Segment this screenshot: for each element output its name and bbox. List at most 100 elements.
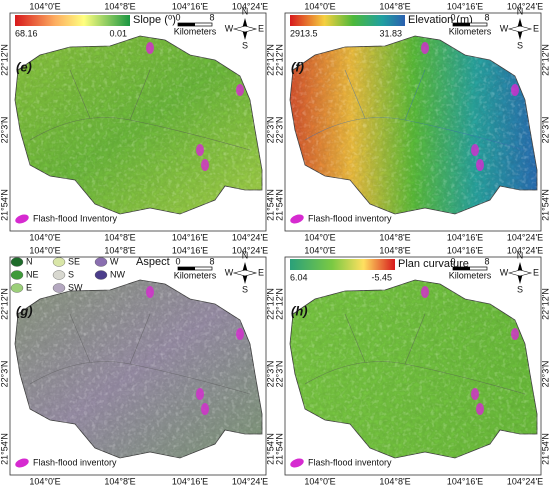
lon-label: 104°8'E bbox=[104, 476, 135, 486]
lon-label: 104°16'E bbox=[447, 232, 483, 242]
panel-label: (h) bbox=[291, 303, 308, 318]
lat-label: 21°54'N bbox=[540, 189, 550, 221]
scale-start: 0 bbox=[175, 12, 180, 22]
lon-label: 104°0'E bbox=[304, 245, 335, 255]
north-arrow bbox=[232, 269, 258, 277]
watershed bbox=[14, 35, 263, 215]
lon-label: 104°24'E bbox=[232, 245, 268, 255]
lon-label: 104°8'E bbox=[379, 245, 410, 255]
aspect-swatch bbox=[94, 270, 108, 280]
lon-label: 104°8'E bbox=[104, 245, 135, 255]
panel-label: (f) bbox=[291, 59, 304, 74]
lon-label: 104°0'E bbox=[29, 245, 60, 255]
north-w: W bbox=[500, 267, 509, 277]
aspect-swatch bbox=[52, 270, 66, 280]
lat-label: 22°3'N bbox=[540, 117, 550, 144]
panel-label: (g) bbox=[16, 303, 33, 318]
lat-label: 22°12'N bbox=[0, 288, 9, 320]
north-e: E bbox=[258, 23, 264, 33]
flood-point bbox=[196, 144, 204, 156]
lat-label: 22°3'N bbox=[274, 117, 284, 144]
lat-label: 22°3'N bbox=[274, 361, 284, 388]
watershed bbox=[289, 279, 538, 459]
flood-point bbox=[196, 388, 204, 400]
scale-start: 0 bbox=[450, 256, 455, 266]
scale-end: 8 bbox=[484, 256, 489, 266]
map-panel: 104°0'E 104°0'E 104°8'E 104°8'E 104°16'E 104°… bbox=[0, 1, 275, 242]
flood-point bbox=[476, 159, 484, 171]
map-panel: 104°0'E 104°0'E 104°8'E 104°8'E 104°16'E 104°… bbox=[0, 245, 275, 486]
scale-bar-fill bbox=[178, 23, 195, 26]
aspect-class: N bbox=[26, 256, 33, 266]
lat-label: 21°54'N bbox=[0, 433, 9, 465]
lat-label: 22°12'N bbox=[265, 288, 275, 320]
watershed bbox=[289, 35, 538, 215]
aspect-swatch bbox=[52, 257, 66, 267]
north-arrow bbox=[507, 269, 533, 277]
north-w: W bbox=[225, 267, 234, 277]
lat-label: 21°54'N bbox=[265, 433, 275, 465]
flood-point bbox=[511, 328, 519, 340]
lat-label: 22°3'N bbox=[0, 361, 9, 388]
north-s: S bbox=[242, 284, 248, 294]
legend-min: 31.83 bbox=[379, 28, 402, 38]
flood-point bbox=[146, 42, 154, 54]
color-bar bbox=[15, 15, 130, 26]
lon-label: 104°16'E bbox=[447, 476, 483, 486]
lon-label: 104°0'E bbox=[29, 232, 60, 242]
lon-label: 104°24'E bbox=[507, 245, 543, 255]
inventory-label: Flash-flood inventory bbox=[33, 457, 117, 467]
north-s: S bbox=[517, 40, 523, 50]
north-n: N bbox=[517, 6, 524, 16]
lat-label: 21°54'N bbox=[274, 189, 284, 221]
lon-label: 104°24'E bbox=[507, 232, 543, 242]
lat-label: 22°12'N bbox=[540, 44, 550, 76]
panel-label: (e) bbox=[16, 59, 32, 74]
lon-label: 104°0'E bbox=[304, 232, 335, 242]
scale-unit: Kilometers bbox=[174, 26, 217, 36]
scale-unit: Kilometers bbox=[449, 26, 492, 36]
aspect-class: W bbox=[110, 256, 119, 266]
stream-network bbox=[29, 313, 251, 395]
lon-label: 104°8'E bbox=[104, 1, 135, 11]
legend-max: 68.16 bbox=[15, 28, 38, 38]
lat-label: 21°54'N bbox=[540, 433, 550, 465]
north-e: E bbox=[258, 267, 264, 277]
lon-label: 104°24'E bbox=[507, 476, 543, 486]
lat-label: 22°3'N bbox=[0, 117, 9, 144]
legend-max: 6.04 bbox=[290, 272, 308, 282]
north-n: N bbox=[242, 6, 249, 16]
aspect-swatch bbox=[10, 257, 24, 267]
scale-bar-fill bbox=[453, 23, 470, 26]
flood-point bbox=[421, 42, 429, 54]
stream-network bbox=[29, 69, 251, 151]
lon-label: 104°0'E bbox=[304, 476, 335, 486]
north-n: N bbox=[242, 250, 249, 260]
scale-start: 0 bbox=[175, 256, 180, 266]
inventory-symbol bbox=[290, 458, 304, 468]
legend-title: Aspect bbox=[136, 256, 170, 268]
north-arrow bbox=[507, 25, 533, 33]
stream-network bbox=[304, 313, 526, 395]
flood-point bbox=[146, 286, 154, 298]
color-bar bbox=[290, 15, 405, 26]
aspect-class: NW bbox=[110, 269, 125, 279]
lat-label: 22°3'N bbox=[265, 117, 275, 144]
aspect-class: NE bbox=[26, 269, 39, 279]
lon-label: 104°8'E bbox=[379, 1, 410, 11]
lat-label: 22°12'N bbox=[0, 44, 9, 76]
lat-label: 21°54'N bbox=[265, 189, 275, 221]
scale-unit: Kilometers bbox=[449, 270, 492, 280]
lat-label: 22°12'N bbox=[265, 44, 275, 76]
flood-point bbox=[421, 286, 429, 298]
lat-label: 22°12'N bbox=[540, 288, 550, 320]
lon-label: 104°8'E bbox=[379, 232, 410, 242]
lon-label: 104°16'E bbox=[172, 232, 208, 242]
north-s: S bbox=[242, 40, 248, 50]
legend-title: Slope (⁰) bbox=[133, 14, 176, 26]
legend-min: -5.45 bbox=[371, 272, 392, 282]
lat-label: 22°12'N bbox=[274, 44, 284, 76]
scale-start: 0 bbox=[450, 12, 455, 22]
lat-label: 22°12'N bbox=[274, 288, 284, 320]
